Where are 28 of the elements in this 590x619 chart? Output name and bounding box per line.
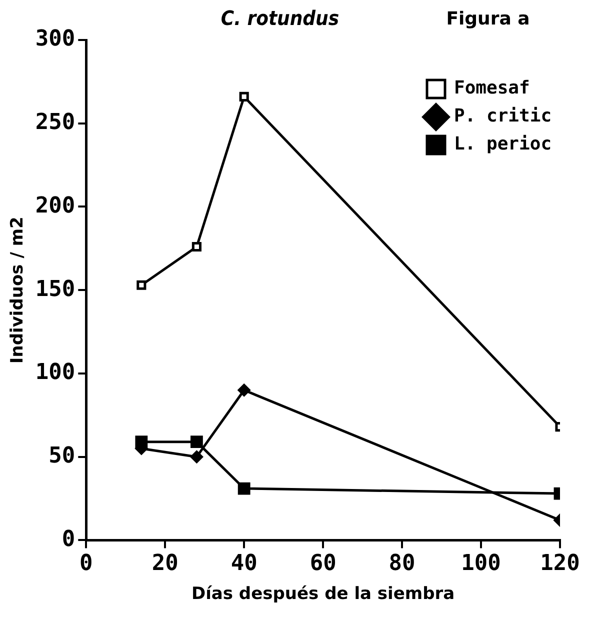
legend-label: P. critic	[454, 106, 552, 127]
x-tick-label: 120	[540, 551, 580, 576]
x-tick-label: 80	[388, 551, 416, 576]
legend-label: Fomesaf	[454, 78, 530, 99]
y-tick-label: 0	[62, 526, 76, 552]
y-tick-label: 50	[48, 444, 76, 469]
point	[192, 242, 202, 252]
point	[239, 92, 249, 102]
point	[190, 450, 203, 464]
x-tick-label: 0	[80, 551, 93, 576]
point	[190, 436, 203, 448]
y-tick-label: 200	[35, 193, 76, 218]
point	[238, 482, 250, 495]
y-tick-label: 250	[35, 110, 76, 136]
y-axis-title: Individuos / m2	[8, 216, 28, 364]
y-tick-label: 150	[35, 276, 76, 302]
x-axis-title: Días después de la siembra	[191, 584, 455, 604]
x-tick-label: 20	[152, 551, 178, 576]
y-tick-label: 100	[35, 360, 76, 386]
legend-label: L. perioc	[454, 134, 552, 155]
x-tick-label: 100	[461, 551, 501, 576]
point	[136, 280, 146, 290]
x-tick-label: 60	[310, 551, 336, 576]
chart-subtitle: Figura a	[446, 8, 530, 30]
chart-title: C. rotundus	[220, 6, 340, 30]
x-tick-label: 40	[230, 551, 258, 576]
point	[238, 384, 250, 396]
y-tick-label: 300	[35, 26, 76, 52]
